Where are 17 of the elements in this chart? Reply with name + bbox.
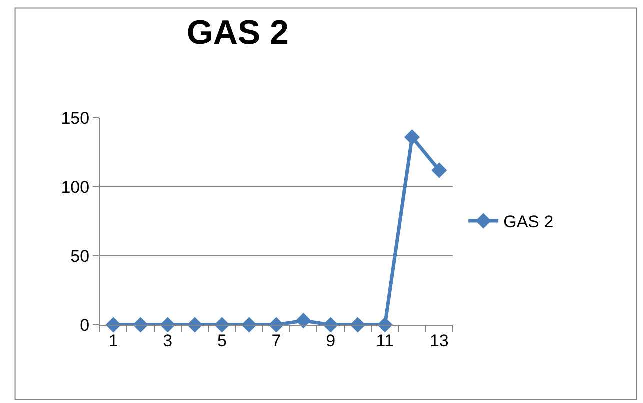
point <box>432 162 448 178</box>
y-tick-label: 100 <box>61 178 90 197</box>
x-tick-label: 7 <box>272 331 282 350</box>
x-tick-label: 1 <box>108 331 118 350</box>
y-tick-label: 0 <box>80 316 90 335</box>
x-tick-label: 9 <box>326 331 336 350</box>
x-tick-label: 5 <box>217 331 227 350</box>
legend-label: GAS 2 <box>504 212 554 232</box>
point <box>404 130 420 146</box>
x-tick-label: 11 <box>376 331 394 350</box>
point <box>296 313 312 329</box>
x-tick-label: 3 <box>163 331 173 350</box>
y-tick-label: 50 <box>70 246 90 266</box>
chart-title: GAS 2 <box>186 14 289 52</box>
x-tick-label: 13 <box>430 331 449 350</box>
y-tick-label: 150 <box>61 108 90 128</box>
point <box>132 317 149 333</box>
